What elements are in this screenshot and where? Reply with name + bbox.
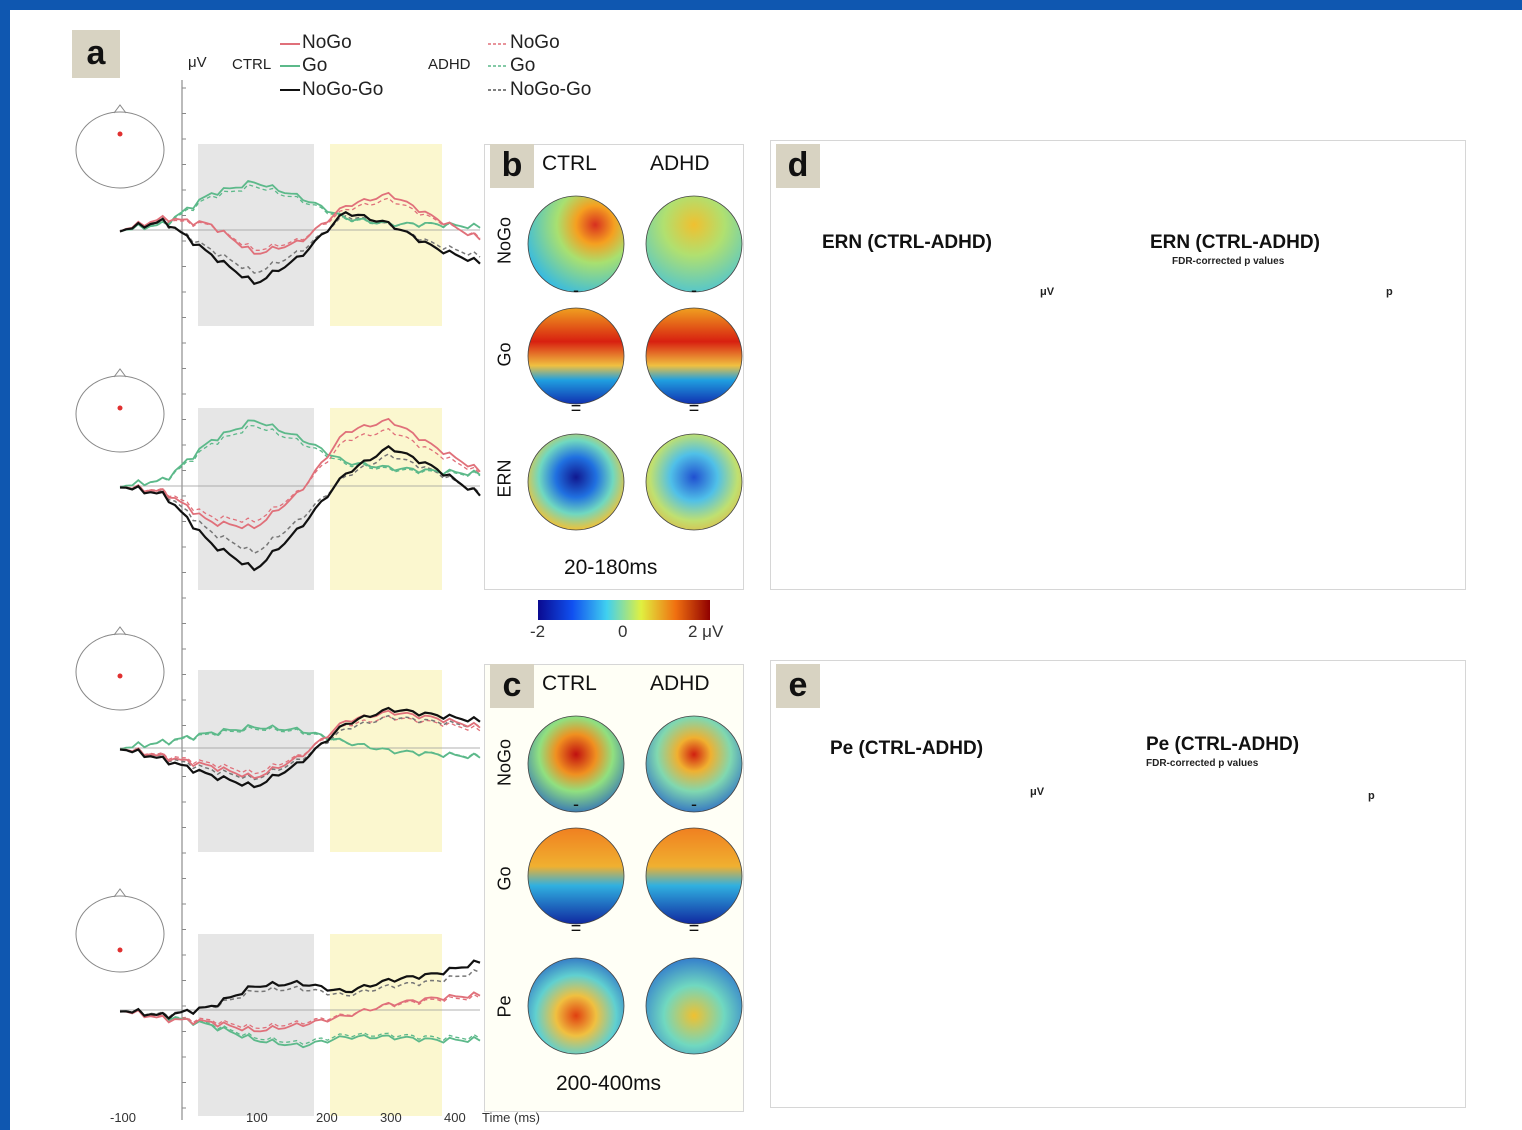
panel-a-label: a [72,30,120,78]
operator-sign: - [691,794,697,814]
legend-adhd-lines [488,43,508,91]
electrode-head-icon [75,368,165,453]
adhd-nogo-go-trace [120,453,481,555]
legend-ctrl-lines [280,43,300,91]
time-window-label: 200-400ms [556,1072,662,1095]
panel-d-frame [770,140,1466,590]
x-tick: 200 [316,1110,338,1125]
panel-e-frame [770,660,1466,1108]
operator-sign: = [571,918,582,938]
topomap-adhd-nogo-late [645,715,743,813]
panel-d-label: d [776,144,820,188]
topomap-ctrl-nogo-late [527,715,625,813]
panel-b-label: b [490,144,534,188]
topomap-adhd-go-early [645,307,743,405]
col-header-ctrl: CTRL [542,672,597,695]
y-axis [181,80,186,1120]
col-header-adhd: ADHD [650,672,710,695]
legend-ctrl-group: CTRL [232,56,272,73]
adhd-nogo-trace [120,715,481,775]
adhd-go-trace [119,1008,481,1046]
x-tick: -100 [110,1110,137,1125]
legend-adhd-nogo-go: NoGo-Go [510,79,592,100]
erp-waveforms [119,144,481,1116]
x-axis-label: Time (ms) [482,1110,541,1125]
electrode-head-icon [75,626,165,711]
ctrl-nogo-trace [119,191,481,255]
topomap-ctrl-nogo-early [527,195,625,293]
cbar-unit-p: p [1386,286,1393,298]
topomap-ctrl-ern [527,433,625,531]
operator-sign: - [691,280,697,300]
colorbar-min: -2 [530,622,546,641]
topomap-adhd-pe [645,957,743,1055]
pe-pvalue-subtitle: FDR-corrected p values [1146,758,1259,769]
y-unit-label: μV [188,54,207,71]
topomap-adhd-ern [645,433,743,531]
ctrl-go-trace [119,180,481,233]
topomap-ctrl-go-early [527,307,625,405]
ctrl-nogo-go-trace [119,211,481,286]
adhd-nogo-go-trace [119,714,481,781]
ctrl-go-trace [119,1007,481,1049]
time-window-label: 20-180ms [564,556,658,579]
ern-pvalue-title: ERN (CTRL-ADHD) [1150,232,1320,253]
ern-pvalue-subtitle: FDR-corrected p values [1172,256,1285,267]
legend-adhd-nogo: NoGo [510,32,560,53]
operator-sign: - [573,794,579,814]
figure-canvas: a μV CTRL NoGo Go NoGo-Go ADHD NoGo Go N… [10,10,1522,1130]
ctrl-go-trace [119,419,481,489]
ctrl-nogo-trace [119,991,481,1033]
ctrl-go-trace [119,724,481,760]
legend-ctrl-go: Go [302,55,328,76]
electrode-head-icon [75,888,165,973]
adhd-nogo-go-trace [119,969,481,1019]
operator-sign: = [689,398,700,418]
adhd-go-trace [119,424,481,489]
adhd-go-trace [119,183,481,233]
legend-adhd-group: ADHD [428,56,471,73]
adhd-nogo-trace [120,993,481,1030]
panel-e-label: e [776,664,820,708]
operator-sign: = [571,398,582,418]
adhd-nogo-trace [119,197,481,251]
colorbar-mid: 0 [618,622,628,641]
pe-diff-title: Pe (CTRL-ADHD) [830,738,984,759]
operator-sign: = [689,918,700,938]
panel-c-label: c [490,664,534,708]
x-tick: 300 [380,1110,402,1125]
topomap-adhd-nogo-early [645,195,743,293]
legend-ctrl-nogo: NoGo [302,32,352,53]
x-tick: 400 [444,1110,466,1125]
ctrl-nogo-go-trace [119,445,481,572]
pe-pvalue-title: Pe (CTRL-ADHD) [1146,734,1300,755]
operator-sign: - [573,280,579,300]
ern-diff-title: ERN (CTRL-ADHD) [822,232,992,253]
col-header-ctrl: CTRL [542,152,597,175]
electrode-head-icon [75,104,165,189]
cbar-unit-uv: μV [1040,286,1055,298]
topomap-adhd-go-late [645,827,743,925]
ctrl-nogo-trace [119,709,481,780]
colorbar-max: 2 μV [688,622,724,641]
legend-ctrl-nogo-go: NoGo-Go [302,79,384,100]
shared-colorbar [538,600,710,620]
ctrl-nogo-trace [119,417,481,530]
col-header-adhd: ADHD [650,152,710,175]
ctrl-nogo-go-trace [119,959,481,1020]
x-tick: 100 [246,1110,268,1125]
ctrl-nogo-go-trace [119,706,481,789]
legend-adhd-go: Go [510,55,536,76]
cbar-unit-p: p [1368,790,1375,802]
topomap-ctrl-go-late [527,827,625,925]
cbar-unit-uv: μV [1030,786,1045,798]
topomap-ctrl-pe [527,957,625,1055]
